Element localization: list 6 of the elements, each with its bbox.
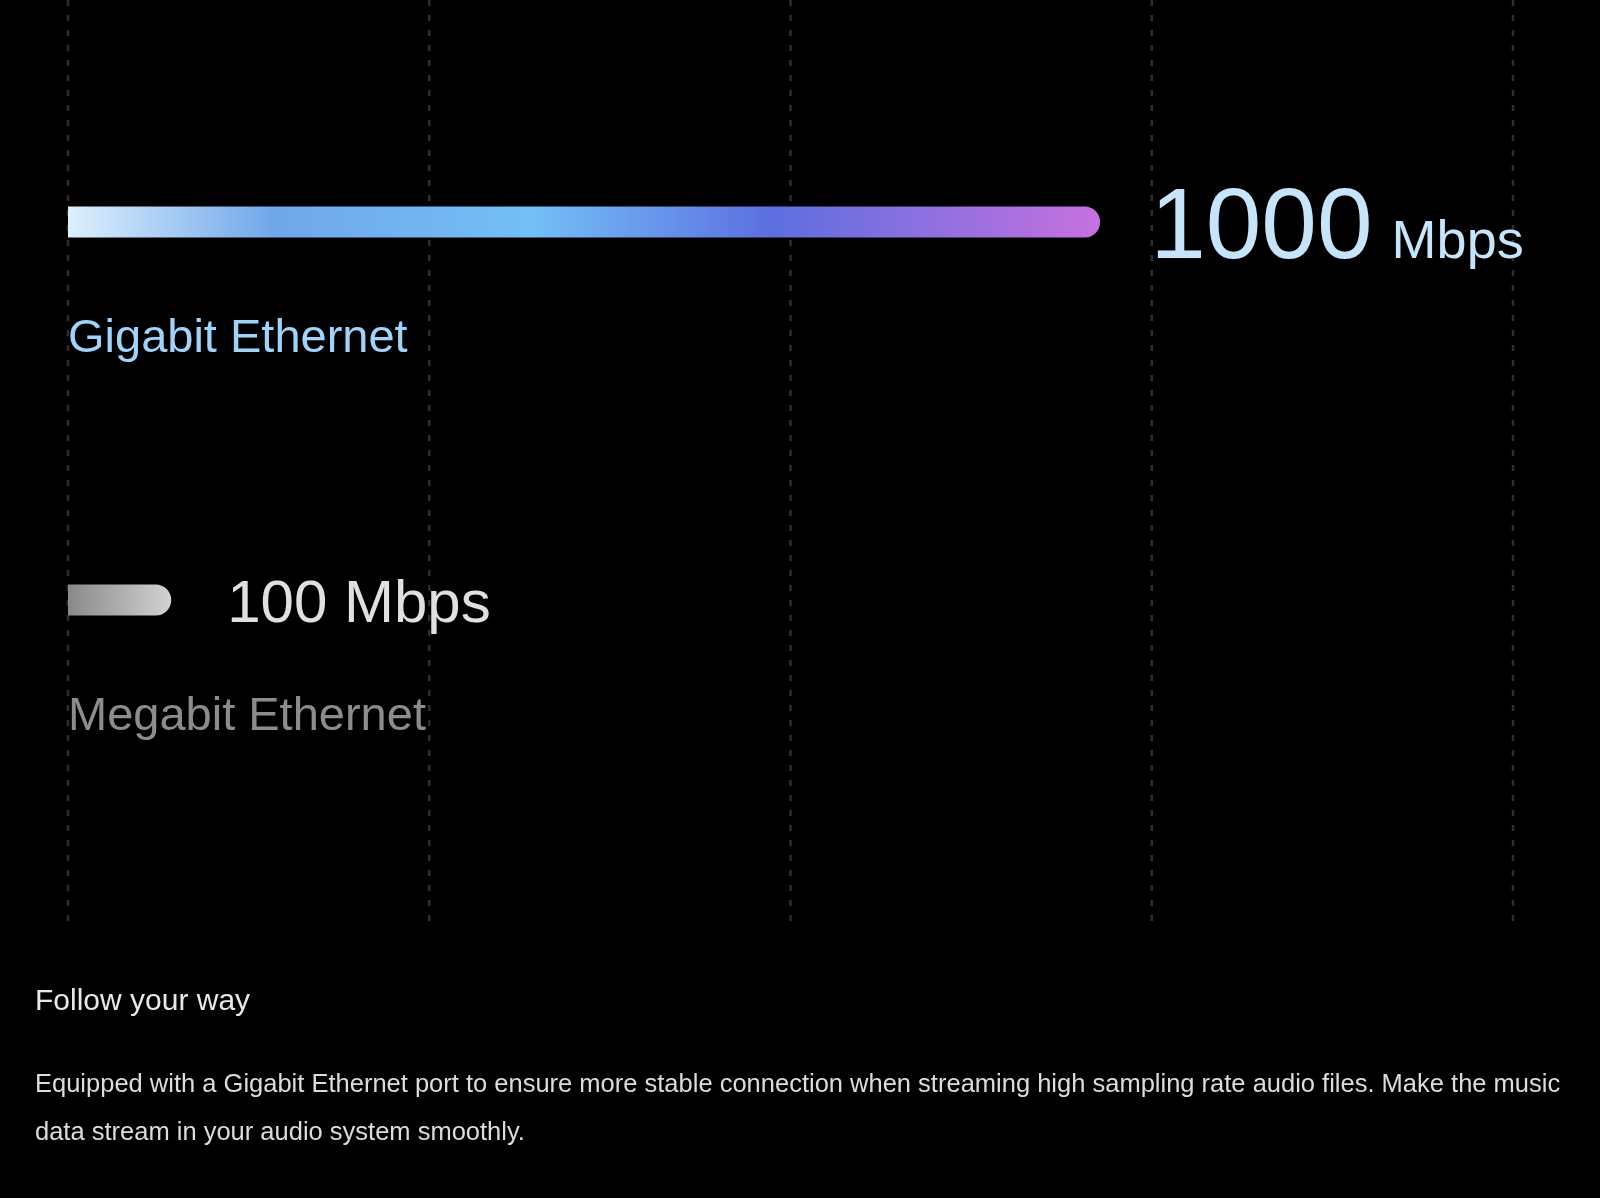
text: Follow your way [35,983,251,1016]
data-label: 100 Mbps [227,567,491,635]
y-tick-label: Gigabit Ethernet [68,309,408,362]
data-label: 1000 Mbps [1150,167,1524,279]
text: Equipped with a Gigabit Ethernet port to ensure more stable connection when streaming high sampling rate audio files. Make the music data stream in your audio system smoothly. [35,1069,1561,1145]
y-tick-label: Megabit Ethernet [68,687,426,740]
